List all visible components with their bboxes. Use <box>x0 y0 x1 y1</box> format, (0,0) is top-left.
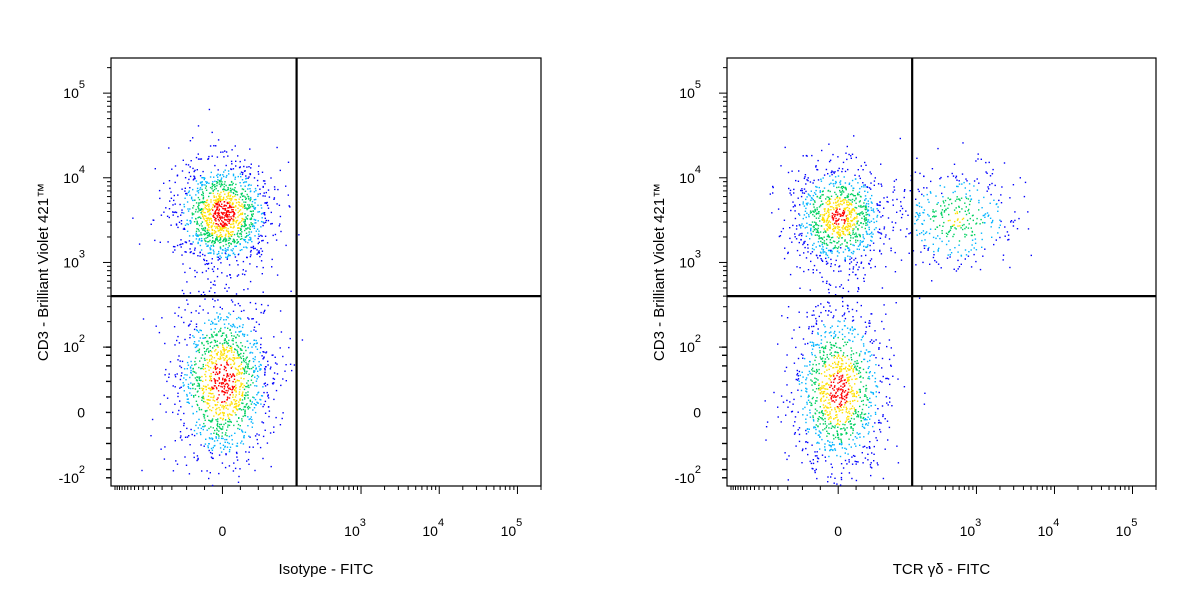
y-tick-label: 0 <box>77 404 85 420</box>
y-tick-label: -102 <box>59 464 85 486</box>
y-tick-label: 105 <box>679 79 701 101</box>
y-tick-label: 102 <box>679 333 701 355</box>
x-axis-ticks <box>114 486 542 494</box>
plot-frame <box>110 57 542 487</box>
x-tick-label: 105 <box>1116 517 1138 539</box>
right-flow-plot: 0 103 104 105 -102 0 102 103 104 105 TCR γδ - FITC… <box>651 57 1157 578</box>
y-tick-label: 103 <box>63 248 85 270</box>
y-tick-label: 102 <box>63 333 85 355</box>
plot-frame <box>726 57 1157 487</box>
x-tick-label: 103 <box>960 517 982 539</box>
y-tick-label: 0 <box>693 404 701 420</box>
y-tick-label: -102 <box>675 464 701 486</box>
x-tick-label: 104 <box>422 517 444 539</box>
x-tick-label: 0 <box>834 523 842 539</box>
x-tick-label: 105 <box>501 517 523 539</box>
x-tick-label: 103 <box>344 517 366 539</box>
y-axis-label: CD3 - Brilliant Violet 421™ <box>35 183 52 361</box>
x-axis-ticks <box>730 486 1157 494</box>
x-tick-label: 104 <box>1038 517 1060 539</box>
y-axis-ticks <box>103 67 111 479</box>
y-tick-label: 105 <box>63 79 85 101</box>
event-dots <box>764 135 1032 486</box>
x-tick-label: 0 <box>219 523 227 539</box>
y-tick-label: 103 <box>679 248 701 270</box>
y-tick-label: 104 <box>679 164 701 186</box>
x-axis-label: Isotype - FITC <box>278 561 373 578</box>
left-flow-plot: 0 103 104 105 -102 0 102 103 104 105 Isotype - FIT… <box>35 57 542 578</box>
y-tick-label: 104 <box>63 164 85 186</box>
y-axis-ticks <box>719 67 727 479</box>
event-dots <box>132 108 304 487</box>
y-axis-label: CD3 - Brilliant Violet 421™ <box>651 183 668 361</box>
x-axis-label: TCR γδ - FITC <box>893 561 991 578</box>
